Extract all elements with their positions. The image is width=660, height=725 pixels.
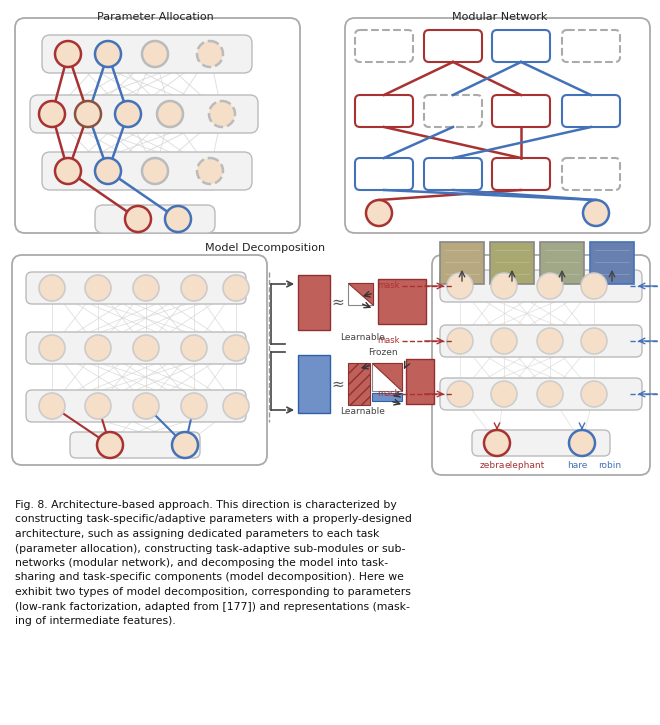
Circle shape — [223, 335, 249, 361]
Circle shape — [55, 41, 81, 67]
Polygon shape — [348, 283, 373, 305]
Circle shape — [447, 381, 473, 407]
Circle shape — [55, 158, 81, 184]
Bar — [406, 359, 434, 404]
FancyBboxPatch shape — [440, 325, 642, 357]
FancyBboxPatch shape — [26, 272, 246, 304]
Bar — [378, 279, 426, 324]
Circle shape — [115, 101, 141, 127]
Circle shape — [197, 158, 223, 184]
Circle shape — [165, 206, 191, 232]
Text: constructing task-specific/adaptive parameters with a properly-designed: constructing task-specific/adaptive para… — [15, 515, 412, 524]
Bar — [298, 275, 330, 330]
Circle shape — [537, 328, 563, 354]
Circle shape — [581, 273, 607, 299]
Text: zebra: zebra — [479, 461, 505, 470]
FancyBboxPatch shape — [26, 390, 246, 422]
Text: architecture, such as assigning dedicated parameters to each task: architecture, such as assigning dedicate… — [15, 529, 379, 539]
Circle shape — [197, 41, 223, 67]
Circle shape — [97, 432, 123, 458]
Bar — [540, 242, 584, 284]
Circle shape — [537, 273, 563, 299]
Text: sharing and task-specific components (model decomposition). Here we: sharing and task-specific components (mo… — [15, 573, 404, 582]
Circle shape — [581, 328, 607, 354]
Text: networks (modular network), and decomposing the model into task-: networks (modular network), and decompos… — [15, 558, 388, 568]
Circle shape — [172, 432, 198, 458]
Circle shape — [85, 275, 111, 301]
Circle shape — [142, 41, 168, 67]
FancyBboxPatch shape — [440, 270, 642, 302]
FancyBboxPatch shape — [70, 432, 200, 458]
Circle shape — [125, 206, 151, 232]
Circle shape — [181, 335, 207, 361]
Circle shape — [157, 101, 183, 127]
Circle shape — [491, 273, 517, 299]
Circle shape — [85, 335, 111, 361]
Circle shape — [447, 273, 473, 299]
Circle shape — [133, 393, 159, 419]
Text: Model Decomposition: Model Decomposition — [205, 243, 325, 253]
Bar — [372, 363, 402, 391]
FancyBboxPatch shape — [42, 35, 252, 73]
FancyBboxPatch shape — [26, 332, 246, 364]
Circle shape — [95, 158, 121, 184]
Circle shape — [447, 328, 473, 354]
Circle shape — [39, 335, 65, 361]
Text: Learnable: Learnable — [341, 407, 385, 416]
Circle shape — [133, 275, 159, 301]
Bar — [348, 363, 370, 405]
Circle shape — [39, 393, 65, 419]
Circle shape — [39, 275, 65, 301]
Text: hare: hare — [567, 461, 587, 470]
Bar — [298, 355, 330, 413]
Circle shape — [209, 101, 235, 127]
Circle shape — [223, 275, 249, 301]
Text: (low-rank factorization, adapted from [177]) and representations (mask-: (low-rank factorization, adapted from [1… — [15, 602, 410, 611]
Circle shape — [583, 200, 609, 226]
Text: Parameter Allocation: Parameter Allocation — [96, 12, 213, 22]
FancyBboxPatch shape — [30, 95, 258, 133]
Text: ≈: ≈ — [331, 294, 345, 310]
Circle shape — [491, 381, 517, 407]
Text: mask: mask — [378, 336, 400, 344]
FancyBboxPatch shape — [42, 152, 252, 190]
Text: robin: robin — [599, 461, 622, 470]
Bar — [490, 242, 534, 284]
Bar — [372, 393, 402, 401]
Text: ≈: ≈ — [331, 376, 345, 392]
Circle shape — [581, 381, 607, 407]
Text: Learnable: Learnable — [341, 333, 385, 342]
Circle shape — [491, 328, 517, 354]
Text: Fig. 8. Architecture-based approach. This direction is characterized by: Fig. 8. Architecture-based approach. Thi… — [15, 500, 397, 510]
Text: elephant: elephant — [505, 461, 545, 470]
Bar — [440, 242, 484, 284]
Polygon shape — [372, 363, 402, 391]
Circle shape — [569, 430, 595, 456]
FancyBboxPatch shape — [95, 205, 215, 233]
Text: mask: mask — [378, 281, 400, 289]
Circle shape — [142, 158, 168, 184]
Circle shape — [181, 393, 207, 419]
Circle shape — [133, 335, 159, 361]
Circle shape — [95, 41, 121, 67]
FancyBboxPatch shape — [472, 430, 610, 456]
Circle shape — [484, 430, 510, 456]
Text: ing of intermediate features).: ing of intermediate features). — [15, 616, 176, 626]
Circle shape — [366, 200, 392, 226]
Circle shape — [39, 101, 65, 127]
Text: mask: mask — [378, 389, 400, 397]
Text: Modular Network: Modular Network — [452, 12, 548, 22]
Text: (parameter allocation), constructing task-adaptive sub-modules or sub-: (parameter allocation), constructing tas… — [15, 544, 405, 553]
Circle shape — [85, 393, 111, 419]
Bar — [590, 242, 634, 284]
Circle shape — [75, 101, 101, 127]
Circle shape — [181, 275, 207, 301]
Bar — [348, 283, 373, 305]
Circle shape — [537, 381, 563, 407]
Text: Frozen: Frozen — [368, 348, 398, 357]
Circle shape — [223, 393, 249, 419]
FancyBboxPatch shape — [440, 378, 642, 410]
Text: exhibit two types of model decomposition, corresponding to parameters: exhibit two types of model decomposition… — [15, 587, 411, 597]
